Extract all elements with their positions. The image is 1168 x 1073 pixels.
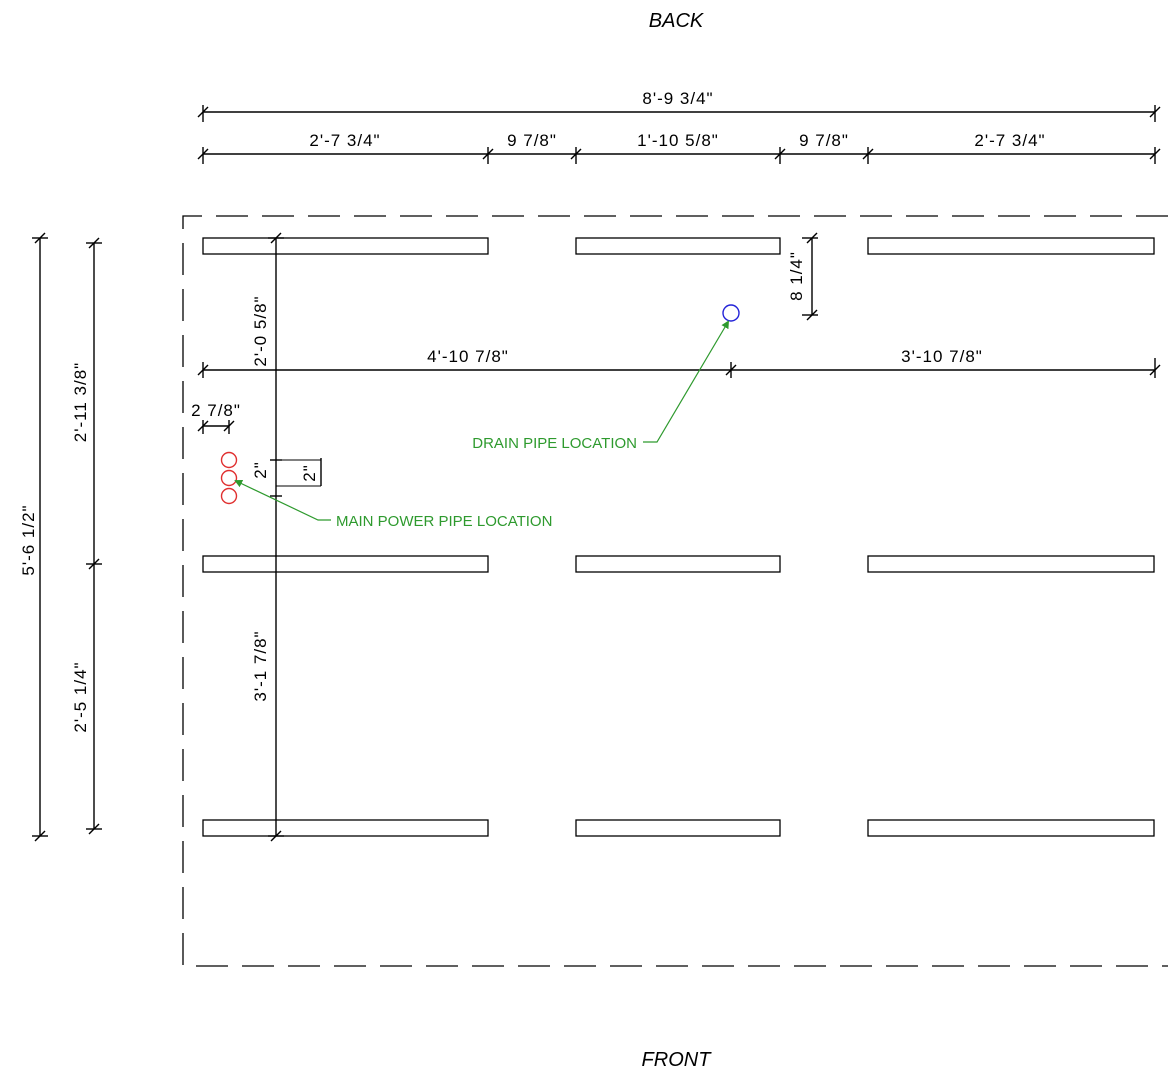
drain-offset-dimension: 8 1/4" [787, 232, 818, 321]
beam [202, 819, 489, 837]
power-spacing-b-text: 2" [300, 464, 319, 482]
top-seg4-text: 9 7/8" [799, 131, 849, 150]
beam-row-middle [202, 555, 1155, 573]
drain-note: DRAIN PIPE LOCATION [472, 320, 730, 452]
power-to-bottom-text: 3'-1 7/8" [251, 630, 270, 701]
footprint-outline [182, 215, 1168, 967]
top-overall-text: 8'-9 3/4" [642, 89, 713, 108]
beam [867, 237, 1155, 255]
beam [867, 555, 1155, 573]
power-to-top-text: 2'-0 5/8" [251, 295, 270, 366]
drain-offset-text: 8 1/4" [787, 251, 806, 301]
left-overall-text: 5'-6 1/2" [19, 504, 38, 575]
beam-row-bottom [202, 819, 1155, 837]
top-seg2-text: 9 7/8" [507, 131, 557, 150]
mid-right-text: 3'-10 7/8" [901, 347, 983, 366]
left-lower-text: 2'-5 1/4" [71, 661, 90, 732]
beam [867, 819, 1155, 837]
power-vertical-dimension: 2'-0 5/8" 3'-1 7/8" 2" [251, 232, 284, 842]
mid-horizontal-dimension: 4'-10 7/8" 3'-10 7/8" [197, 347, 1161, 378]
power-pipe-markers [220, 451, 238, 505]
power-pipe-marker [220, 469, 238, 487]
power-spacing-dimension: 2" [276, 458, 322, 487]
top-segment-dimensions: 2'-7 3/4" 9 7/8" 1'-10 5/8" 9 7/8" 2'-7 … [197, 131, 1161, 164]
mid-left-text: 4'-10 7/8" [427, 347, 509, 366]
left-upper-text: 2'-11 3/8" [71, 362, 90, 442]
power-pipe-marker [220, 487, 238, 505]
power-note: MAIN POWER PIPE LOCATION [234, 479, 552, 530]
beam [202, 555, 489, 573]
power-spacing-a-text: 2" [251, 461, 270, 479]
left-overall-dimension: 5'-6 1/2" [19, 232, 48, 842]
left-segment-dimension: 2'-11 3/8" 2'-5 1/4" [71, 237, 102, 835]
beam [575, 555, 781, 573]
power-pipe-marker [220, 451, 238, 469]
top-overall-dimension: 8'-9 3/4" [197, 89, 1161, 122]
drain-note-text: DRAIN PIPE LOCATION [472, 435, 637, 452]
back-label: BACK [649, 10, 705, 32]
power-note-text: MAIN POWER PIPE LOCATION [336, 513, 552, 530]
power-offset-text: 2 7/8" [191, 401, 241, 420]
top-seg5-text: 2'-7 3/4" [974, 131, 1045, 150]
beam-row-top [202, 237, 1155, 255]
top-seg3-text: 1'-10 5/8" [637, 131, 719, 150]
beam [202, 237, 489, 255]
power-offset-dimension: 2 7/8" [191, 401, 241, 434]
front-label: FRONT [642, 1049, 713, 1071]
top-seg1-text: 2'-7 3/4" [309, 131, 380, 150]
beam [575, 237, 781, 255]
drain-pipe-marker [722, 304, 740, 322]
beam [575, 819, 781, 837]
